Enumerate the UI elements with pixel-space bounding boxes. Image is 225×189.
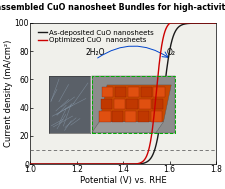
- Text: Self-assembled CuO nanosheet Bundles for high-activity OER: Self-assembled CuO nanosheet Bundles for…: [0, 3, 225, 12]
- X-axis label: Potential (V) vs. RHE: Potential (V) vs. RHE: [79, 176, 166, 185]
- Y-axis label: Current density (mA/cm²): Current density (mA/cm²): [4, 40, 13, 147]
- Text: O₂: O₂: [166, 48, 175, 57]
- Text: 4H⁺ + 4e⁻: 4H⁺ + 4e⁻: [110, 75, 156, 84]
- Bar: [91, 77, 174, 133]
- Legend: As-deposited CuO nanosheets, Optimized CuO  nanosheets: As-deposited CuO nanosheets, Optimized C…: [37, 29, 153, 44]
- Text: 2H₂O: 2H₂O: [85, 48, 105, 57]
